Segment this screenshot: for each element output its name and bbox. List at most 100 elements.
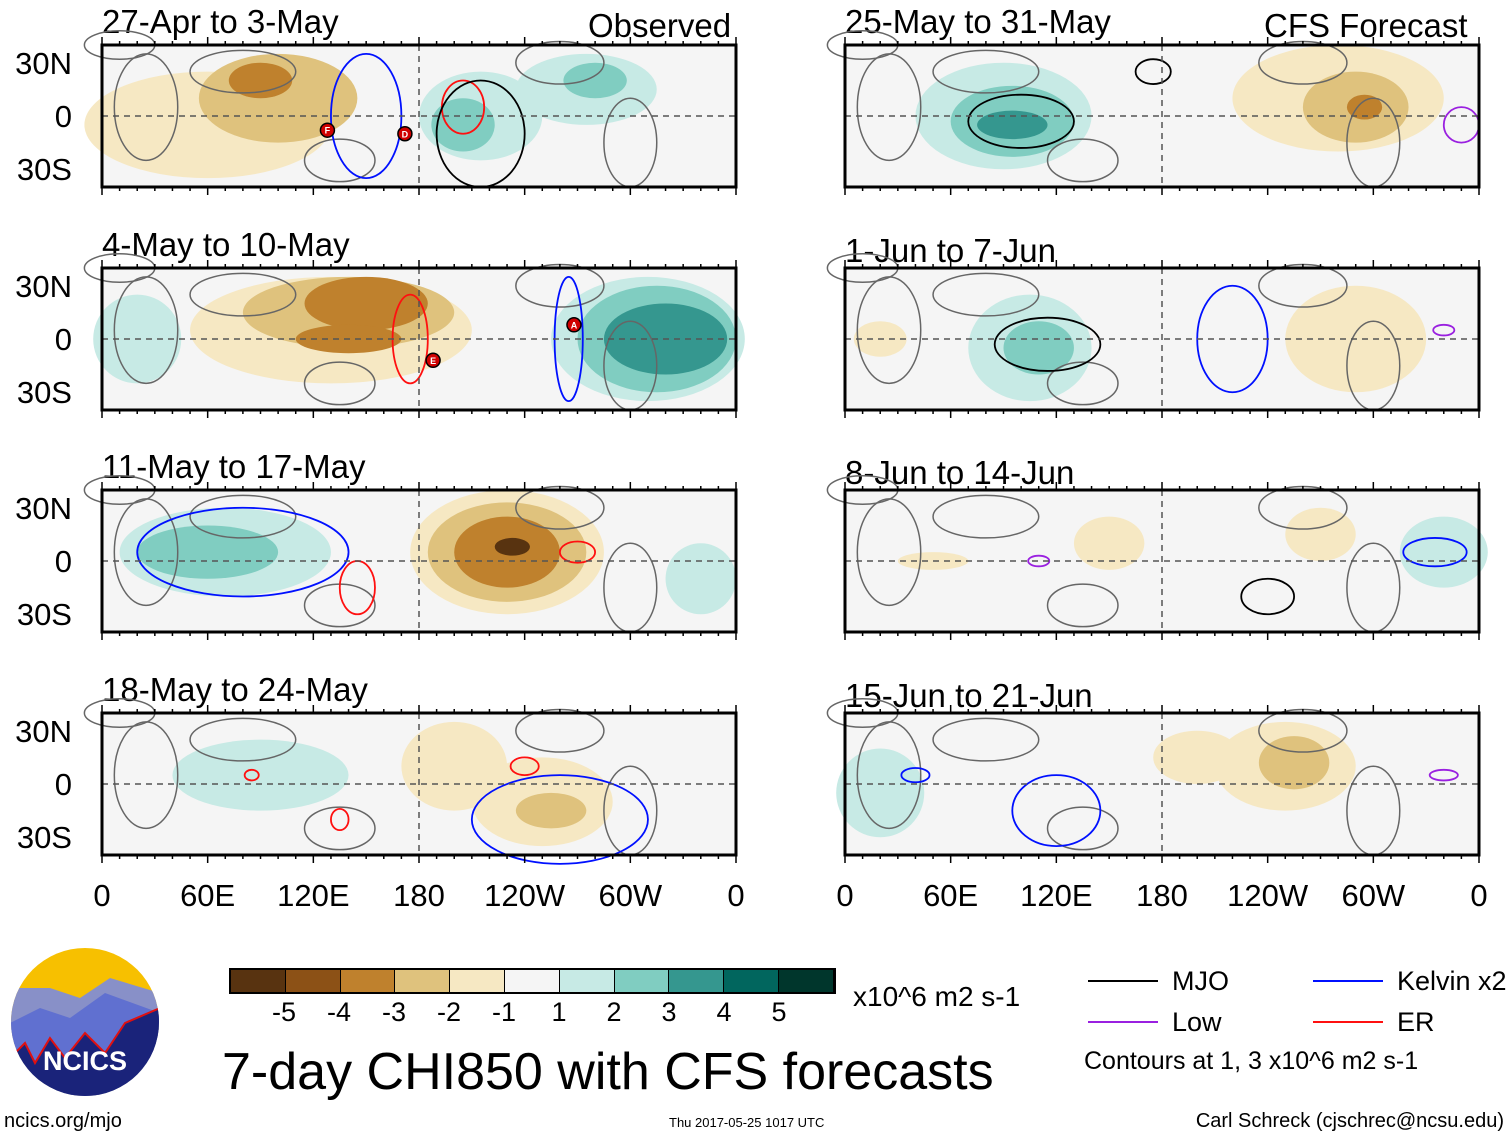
x-tick-label: 60E: [923, 878, 979, 913]
x-tick-label: 60W: [598, 878, 663, 913]
anomaly-region: [1346, 94, 1383, 120]
legend-line: [1313, 980, 1383, 982]
wave-contour: [1134, 58, 1172, 85]
tropical-cyclone-icon: F: [319, 122, 336, 138]
y-tick-label: 30S: [16, 597, 72, 633]
colorbar-tick-label: 1: [551, 997, 567, 1027]
figure-title: 7-day CHI850 with CFS forecasts: [222, 1043, 994, 1101]
colorbar: [229, 968, 836, 994]
colorbar-swatch: [669, 970, 725, 992]
map-panel: [826, 475, 1488, 640]
anomaly-region: [228, 62, 293, 99]
colorbar-tick-label: -1: [491, 997, 517, 1027]
colorbar-swatch: [231, 970, 286, 992]
anomaly-region: [137, 525, 279, 579]
colorbar-swatch: [504, 970, 560, 992]
x-tick-label: 120E: [277, 878, 350, 913]
tropical-cyclone-icon: E: [425, 352, 441, 369]
x-tick-label: 60W: [1341, 878, 1406, 913]
colorbar-tick-label: -2: [436, 997, 462, 1027]
y-tick-label: 0: [54, 544, 72, 579]
coastline: [1046, 806, 1119, 851]
map-panel: [826, 30, 1481, 195]
y-tick-label: 30S: [16, 152, 72, 188]
wave-contour: [1402, 537, 1468, 568]
panel-title: 4-May to 10-May: [102, 226, 350, 263]
x-tick-label: 0: [1470, 878, 1488, 913]
x-tick-label: 120E: [1020, 878, 1093, 913]
legend-label: ER: [1397, 1007, 1435, 1037]
ncics-logo: NCICS: [11, 948, 159, 1096]
coastline: [932, 494, 1040, 539]
wave-contour: [900, 767, 931, 784]
coastline: [189, 272, 297, 317]
contour-note: Contours at 1, 3 x10^6 m2 s-1: [1084, 1047, 1419, 1075]
colorbar-swatch: [395, 970, 451, 992]
anomaly-region: [1258, 736, 1330, 790]
coastline: [1046, 138, 1119, 183]
y-tick-label: 0: [54, 99, 72, 134]
anomaly-region: [977, 110, 1048, 140]
coastline: [932, 49, 1040, 94]
y-tick-label: 30S: [16, 375, 72, 411]
y-tick-label: 30S: [16, 820, 72, 856]
coastline: [303, 806, 376, 851]
wave-contour: [993, 316, 1102, 372]
map-panel: [83, 475, 738, 640]
x-tick-label: 0: [727, 878, 745, 913]
storm-label: E: [430, 356, 436, 366]
tropical-cyclone-icon: A: [566, 317, 582, 333]
anomaly-region: [1285, 507, 1356, 561]
colorbar-tick-label: -3: [381, 997, 407, 1027]
anomaly-region: [431, 98, 495, 152]
panel-title: 15-Jun to 21-Jun: [845, 677, 1093, 714]
anomaly-region: [172, 739, 349, 811]
x-tick-label: 60E: [180, 878, 236, 913]
map-panel: [826, 253, 1481, 418]
colorbar-swatch: [285, 970, 341, 992]
storm-label: F: [325, 126, 331, 136]
coastline: [1046, 583, 1119, 628]
coastline: [189, 49, 297, 94]
x-tick-label: 0: [93, 878, 111, 913]
wave-contour: [967, 93, 1075, 149]
coastline: [303, 361, 376, 406]
map-panel: AE: [83, 253, 745, 418]
x-tick-label: 120W: [484, 878, 566, 913]
legend-label: MJO: [1172, 966, 1229, 996]
y-tick-label: 0: [54, 322, 72, 357]
coastline: [932, 272, 1040, 317]
panel-title: 18-May to 24-May: [102, 671, 368, 708]
wave-contour: [470, 774, 649, 865]
anomaly-region: [1073, 516, 1145, 570]
legend-label: Kelvin x2: [1397, 966, 1507, 996]
x-tick-label: 180: [1136, 878, 1188, 913]
anomaly-region: [1003, 321, 1074, 375]
panel-title: 25-May to 31-May: [845, 3, 1111, 40]
wave-contour: [558, 540, 597, 564]
units-label: x10^6 m2 s-1: [853, 981, 1021, 1012]
logo-text: NCICS: [43, 1046, 127, 1076]
y-tick-label: 30N: [15, 45, 72, 81]
anomaly-region: [1399, 516, 1488, 588]
wave-contour: [1428, 768, 1459, 782]
x-tick-label: 120W: [1227, 878, 1309, 913]
anomaly-region: [494, 537, 530, 556]
colorbar-tick-label: -4: [326, 997, 352, 1027]
colorbar-swatch: [614, 970, 670, 992]
panel-title: 11-May to 17-May: [102, 448, 366, 485]
tropical-cyclone-icon: D: [397, 126, 413, 142]
wave-contour: [330, 807, 350, 832]
coastline: [189, 494, 297, 539]
anomaly-region: [515, 792, 587, 829]
anomaly-region: [304, 276, 428, 331]
colorbar-tick-label: 5: [771, 997, 787, 1027]
y-tick-label: 30N: [15, 713, 72, 749]
anomaly-region: [836, 748, 925, 838]
legend-line: [1088, 980, 1158, 982]
colorbar-tick-label: -5: [271, 997, 297, 1027]
wave-contour: [243, 768, 260, 782]
wave-contour: [136, 506, 350, 598]
y-tick-label: 0: [54, 767, 72, 802]
